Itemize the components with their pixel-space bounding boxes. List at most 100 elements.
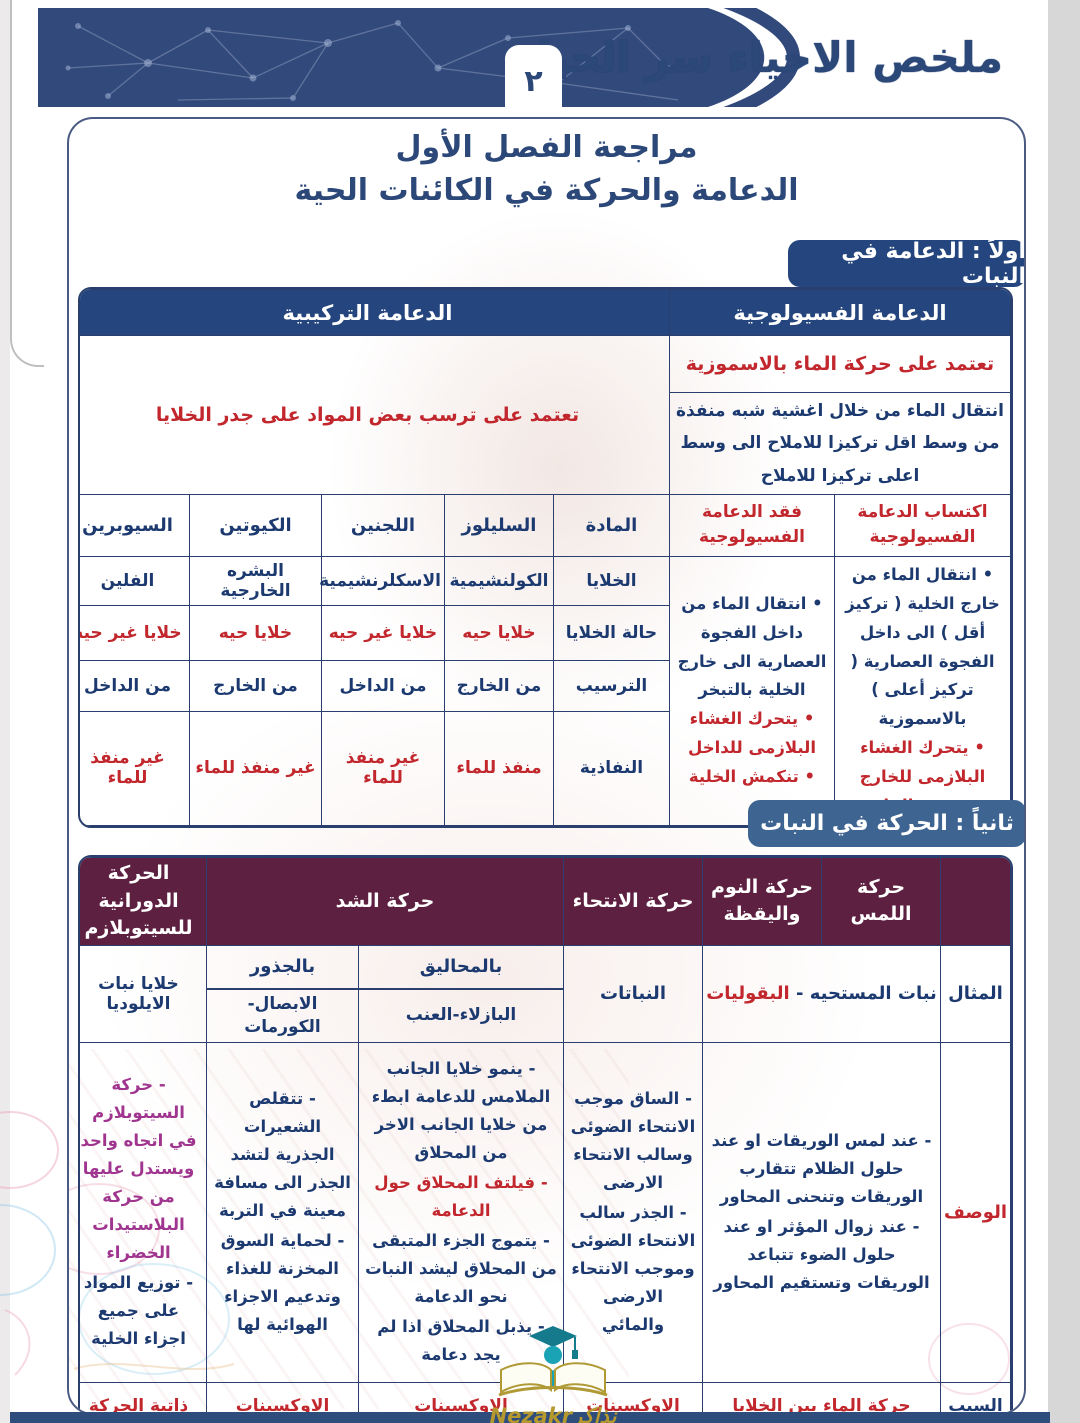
example-touch-sleep-highlight: البقوليات <box>706 983 790 1005</box>
network-lines <box>67 22 679 101</box>
chapter-review-line2: الدعامة والحركة في الكائنات الحية <box>294 172 799 208</box>
watermark-brand-text: Nezakrنذاكر <box>488 1404 618 1423</box>
col-header-sleep-wake: حركة النوم واليقظة <box>702 857 822 946</box>
description-item: عند لمس الوريقات او عند حلول الظلام تتقا… <box>709 1127 934 1211</box>
page-edge-left <box>0 0 10 1423</box>
cause-tropism: الاوكسينات <box>563 1381 703 1413</box>
col-header-rotational: الحركة الدورانية للسيتوبلازم <box>80 857 207 946</box>
deposition-cellulose: من الخارج <box>443 660 554 713</box>
row-label-cells: الخلايا <box>552 555 670 606</box>
cells-cutin: البشره الخارجية <box>188 555 322 606</box>
example-tropism: النباتات <box>563 944 703 1043</box>
example-rotational: خلايا نبات الايلوديا <box>80 944 207 1043</box>
row-label-cause: السبب <box>940 1381 1011 1413</box>
content-card: مراجعة الفصل الأول الدعامة والحركة في ال… <box>67 117 1026 1415</box>
book-underline-icon <box>498 1386 608 1397</box>
gain-point: يتحرك الغشاء البلازمى للخارج <box>842 734 1003 792</box>
section2-banner: ثانياً : الحركة في النبات <box>748 800 1024 847</box>
gain-point: انتقال الماء من خارج الخلية ( تركيز أقل … <box>842 561 1003 734</box>
description-roots-list: تتقلص الشعيرات الجذرية لتشد الجذر الى مس… <box>210 1081 355 1343</box>
corner-header-cell <box>940 857 1011 946</box>
permeability-cutin: غير منفذ للماء <box>188 711 322 826</box>
header-banner: ملخص الاحياء سر الحياة <box>38 8 1045 107</box>
loss-point: يتحرك الغشاء البلازمى للداخل <box>677 705 827 763</box>
description-item: الجذر سالب الانتحاء الضوئى وموجب الانتحا… <box>570 1199 696 1339</box>
permeability-lignin: غير منفذ للماء <box>320 711 445 826</box>
description-item: فيلتف المحلاق حول الدعامة <box>365 1169 557 1225</box>
description-item: ينمو خلايا الجانب الملامس للدعامة ابطء م… <box>365 1055 557 1167</box>
loss-point: انتقال الماء من داخل الفجوة العصارية الى… <box>677 590 827 706</box>
graduation-cap-icon <box>529 1326 577 1347</box>
support-table: الدعامة الفسيولوجية الدعامة التركيبية تع… <box>80 289 1011 826</box>
description-item: عند زوال المؤثر او عند حلول الضوء تتباعد… <box>709 1213 934 1297</box>
loss-support-points-cell: انتقال الماء من داخل الفجوة العصارية الى… <box>668 555 836 826</box>
subheader-roots: بالجذور <box>207 946 358 990</box>
description-rotational-cell: حركة السيتوبلازم في اتجاه واحد ويستدل عل… <box>80 1041 207 1383</box>
state-cutin: خلايا حيه <box>188 604 322 662</box>
example-tendrils-cell: بالمحاليق البازلاء-العنب <box>358 944 564 1043</box>
cause-roots: الاوكسينات <box>206 1381 359 1413</box>
description-item: تتقلص الشعيرات الجذرية لتشد الجذر الى مس… <box>213 1085 352 1225</box>
col-header-traction: حركة الشد <box>206 857 564 946</box>
col-header-tropism: حركة الانتحاء <box>563 857 703 946</box>
row-label-deposition: الترسيب <box>552 660 670 713</box>
subheader-tendrils: بالمحاليق <box>359 946 563 990</box>
brand-latin: Nezakr <box>489 1404 573 1423</box>
description-touch-sleep-cell: عند لمس الوريقات او عند حلول الظلام تتقا… <box>702 1041 941 1383</box>
gain-support-header: اكتساب الدعامة الفسيولوجية <box>834 493 1011 557</box>
gain-support-points-cell: انتقال الماء من خارج الخلية ( تركيز أقل … <box>834 555 1011 826</box>
example-roots-cell: بالجذور الابصال- الكورمات <box>206 944 359 1043</box>
section1-banner: أولاً : الدعامة في النبات <box>788 239 1024 289</box>
cells-lignin: الاسكلرنشيمية <box>319 555 445 606</box>
physiological-definition-cell: انتقال الماء من خلال اغشية شبه منفذة من … <box>668 392 1011 495</box>
network-pattern-graphic <box>38 8 800 107</box>
description-item: الساق موجب الانتحاء الضوئى وسالب الانتحا… <box>570 1085 696 1197</box>
physiological-support-header: الدعامة الفسيولوجية <box>668 289 1011 336</box>
nezakr-watermark-logo: Nezakrنذاكر <box>488 1322 618 1423</box>
page-number-tab: ٢ <box>505 45 562 117</box>
open-book-left-icon <box>500 1362 552 1394</box>
gain-points-list: انتقال الماء من خارج الخلية ( تركيز أقل … <box>838 559 1007 823</box>
description-item: لحماية السوق المخزنة للغذاء وتدعيم الاجز… <box>213 1227 352 1339</box>
row-label-state: حالة الخلايا <box>552 604 670 662</box>
description-roots-cell: تتقلص الشعيرات الجذرية لتشد الجذر الى مس… <box>206 1041 359 1383</box>
row-label-permeability: النفاذية <box>552 711 670 826</box>
chapter-review-title: مراجعة الفصل الأول الدعامة والحركة في ال… <box>69 127 1024 212</box>
brand-arabic: نذاكر <box>572 1404 617 1423</box>
substance-suberin: السيوبرين <box>80 493 190 557</box>
description-item: يتموج الجزء المتبقى من المحلاق ليشد النب… <box>365 1227 557 1311</box>
example-roots: الابصال- الكورمات <box>244 993 321 1037</box>
support-table-wrap: الدعامة الفسيولوجية الدعامة التركيبية تع… <box>78 287 1013 828</box>
deposition-lignin: من الداخل <box>320 660 445 713</box>
description-tropism-list: الساق موجب الانتحاء الضوئى وسالب الانتحا… <box>567 1081 699 1343</box>
permeability-cellulose: منفذ للماء <box>443 711 554 826</box>
example-tendrils: البازلاء-العنب <box>405 1005 517 1026</box>
person-head-icon <box>544 1346 562 1364</box>
page-edge-right <box>1048 0 1080 1423</box>
description-touch-sleep-list: عند لمس الوريقات او عند حلول الظلام تتقا… <box>706 1123 937 1301</box>
structural-basis-cell: تعتمد على ترسب بعض المواد على جدر الخلاي… <box>80 335 670 495</box>
state-cellulose: خلايا حيه <box>443 604 554 662</box>
substance-lignin: اللجنين <box>320 493 445 557</box>
pencil-sketch-left <box>0 1111 59 1376</box>
chapter-review-line1: مراجعة الفصل الأول <box>395 130 698 165</box>
col-header-touch: حركة اللمس <box>821 857 941 946</box>
description-rotational-list: حركة السيتوبلازم في اتجاه واحد ويستدل عل… <box>80 1067 203 1357</box>
loss-support-header: فقد الدعامة الفسيولوجية <box>668 493 836 557</box>
deposition-suberin: من الداخل <box>80 660 190 713</box>
substance-cutin: الكيوتين <box>188 493 322 557</box>
graduate-book-icon <box>498 1326 608 1397</box>
physiological-basis-cell: تعتمد على حركة الماء بالاسموزية <box>668 335 1011 393</box>
deposition-cutin: من الخارج <box>188 660 322 713</box>
cause-rotational: ذاتية الحركة <box>80 1381 207 1413</box>
state-lignin: خلايا غير حيه <box>320 604 445 662</box>
material-header: المادة <box>552 493 670 557</box>
cells-cellulose: الكولنشيمية <box>443 555 554 606</box>
open-book-right-icon <box>554 1362 606 1394</box>
cells-suberin: الفلين <box>80 555 190 606</box>
description-item: حركة السيتوبلازم في اتجاه واحد ويستدل عل… <box>80 1071 200 1267</box>
structural-support-header: الدعامة التركيبية <box>80 289 670 336</box>
cause-tendrils: الاوكسينات <box>358 1381 564 1413</box>
row-label-example: المثال <box>940 944 1011 1043</box>
